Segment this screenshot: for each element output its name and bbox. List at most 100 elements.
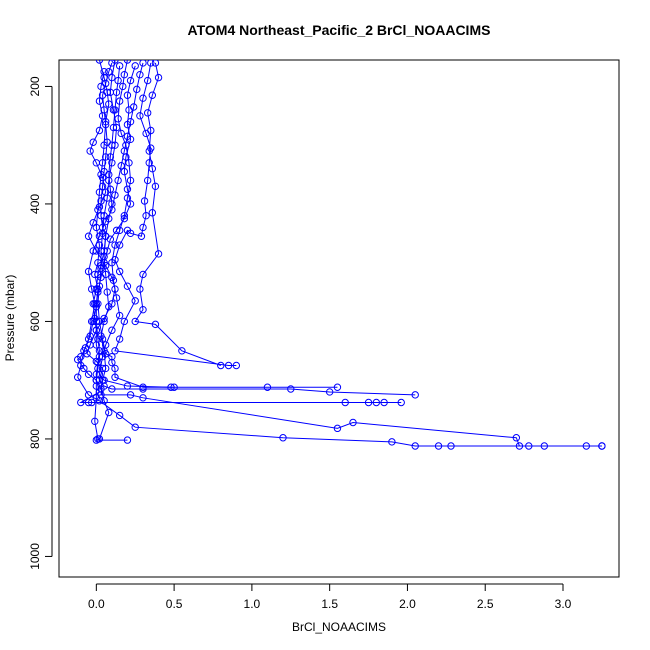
- data-point: [115, 311, 124, 320]
- data-point: [101, 217, 110, 226]
- data-point: [136, 112, 144, 120]
- data-point: [287, 385, 295, 393]
- data-point: [95, 60, 104, 64]
- data-point: [91, 300, 99, 308]
- data-point: [120, 214, 129, 223]
- data-point: [139, 385, 147, 393]
- data-point: [325, 388, 334, 396]
- data-point: [73, 355, 82, 364]
- data-point: [598, 442, 606, 450]
- data-point: [224, 361, 233, 370]
- data-point: [123, 185, 132, 193]
- data-point: [84, 398, 93, 407]
- data-point: [108, 358, 116, 367]
- data-point: [388, 438, 396, 446]
- data-point: [131, 317, 139, 326]
- data-point: [97, 273, 105, 282]
- x-tick-label: 1.5: [321, 597, 338, 611]
- series-9: [73, 60, 606, 450]
- data-point: [87, 285, 96, 293]
- data-point: [111, 256, 119, 264]
- data-point: [139, 60, 147, 67]
- series-line: [78, 62, 402, 404]
- data-point: [95, 97, 104, 105]
- data-point: [89, 219, 97, 227]
- data-point: [154, 73, 163, 82]
- data-point: [154, 250, 163, 258]
- data-point: [98, 182, 107, 191]
- data-point: [151, 320, 160, 329]
- data-point: [97, 211, 105, 220]
- data-point: [131, 297, 139, 305]
- data-point: [108, 385, 116, 393]
- data-point: [114, 76, 122, 85]
- data-point: [92, 326, 101, 334]
- y-axis-label: Pressure (mbar): [3, 275, 17, 362]
- data-point: [120, 147, 129, 155]
- data-point: [139, 223, 147, 232]
- data-point: [92, 159, 101, 167]
- data-point: [108, 273, 116, 282]
- data-point: [142, 211, 150, 220]
- data-point: [101, 153, 110, 161]
- data-point: [111, 285, 119, 293]
- data-point: [333, 424, 342, 433]
- data-point: [117, 162, 125, 170]
- data-point: [117, 129, 125, 138]
- x-tick-label: 2.5: [477, 597, 494, 611]
- x-tick-label: 0.0: [88, 597, 105, 611]
- data-point: [115, 97, 124, 105]
- data-point: [115, 62, 124, 70]
- data-point: [98, 364, 107, 373]
- data-point: [105, 170, 113, 179]
- data-point: [111, 191, 119, 199]
- data-point: [147, 126, 155, 135]
- data-point: [263, 383, 272, 391]
- data-point: [95, 376, 104, 384]
- data-point: [98, 173, 107, 182]
- data-point: [94, 288, 102, 296]
- data-point: [89, 138, 97, 146]
- data-point: [97, 332, 105, 340]
- data-point: [94, 364, 102, 373]
- data-point: [123, 132, 132, 141]
- data-point: [95, 397, 104, 405]
- data-point: [105, 68, 113, 76]
- data-point: [126, 176, 135, 185]
- data-point: [100, 382, 108, 390]
- data-point: [397, 398, 405, 407]
- data-point: [178, 347, 186, 355]
- data-point: [341, 398, 349, 407]
- data-point: [139, 270, 147, 279]
- data-point: [108, 60, 116, 67]
- data-point: [136, 285, 144, 293]
- data-point: [136, 70, 144, 79]
- data-point: [106, 235, 115, 243]
- data-point: [123, 226, 132, 235]
- data-point: [411, 391, 419, 399]
- data-point: [77, 361, 85, 370]
- data-point: [101, 188, 110, 196]
- data-point: [131, 423, 139, 431]
- data-point: [120, 317, 129, 326]
- data-point: [411, 442, 419, 450]
- data-point: [108, 200, 116, 208]
- data-point: [95, 232, 104, 240]
- data-point: [95, 203, 104, 211]
- y-axis: 200 400 600 800 1000: [28, 76, 53, 570]
- data-point: [126, 391, 135, 399]
- data-point: [92, 357, 101, 366]
- data-point: [84, 232, 93, 240]
- data-point: [143, 109, 152, 117]
- data-point: [123, 91, 132, 99]
- data-point: [137, 232, 146, 240]
- data-point: [87, 317, 96, 326]
- data-point: [84, 267, 93, 276]
- y-tick-label: 400: [28, 194, 42, 214]
- data-point: [151, 182, 160, 191]
- data-point: [100, 347, 108, 355]
- data-point: [123, 194, 132, 202]
- data-point: [108, 73, 116, 82]
